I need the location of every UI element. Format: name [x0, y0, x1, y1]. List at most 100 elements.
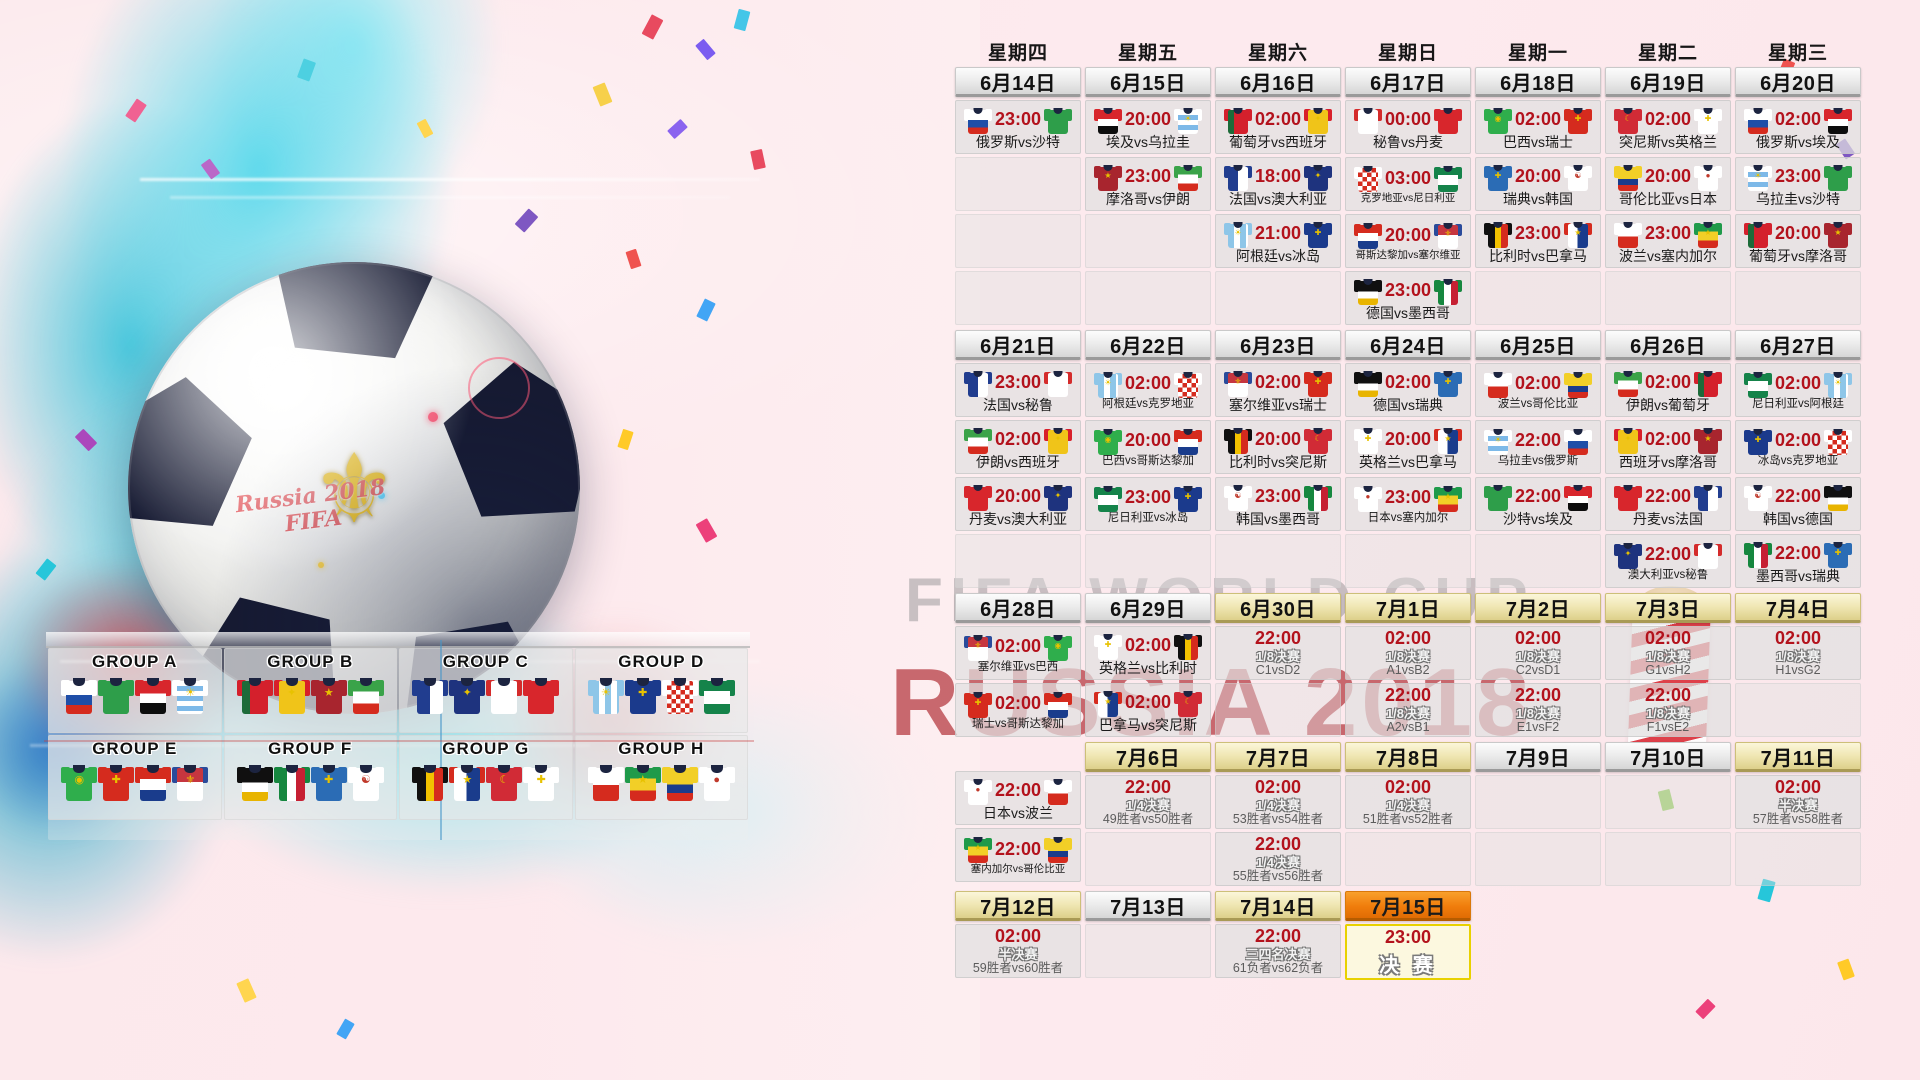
match-cell[interactable]: 02:00 伊朗vs葡萄牙: [1605, 363, 1731, 417]
date-header-6月17日[interactable]: 6月17日: [1345, 67, 1471, 97]
match-cell[interactable]: ✚ 20:00 ☯ 瑞典vs韩国: [1475, 157, 1601, 211]
match-cell[interactable]: 02:00 ☀ 尼日利亚vs阿根廷: [1735, 363, 1861, 417]
knockout-match-cell[interactable]: 22:00 1/8决赛 F1vsE2: [1605, 683, 1731, 737]
match-cell[interactable]: ✚ 02:00 英格兰vs比利时: [1085, 626, 1211, 680]
match-cell[interactable]: 02:00 ✦ 伊朗vs西班牙: [955, 420, 1081, 474]
match-cell[interactable]: 02:00 ✦ 葡萄牙vs西班牙: [1215, 100, 1341, 154]
knockout-match-cell[interactable]: 02:00 1/8决赛 H1vsG2: [1735, 626, 1861, 680]
date-header-7月4日[interactable]: 7月4日: [1735, 593, 1861, 623]
match-cell[interactable]: ☾ 02:00 ✚ 突尼斯vs英格兰: [1605, 100, 1731, 154]
date-header-7月10日[interactable]: 7月10日: [1605, 742, 1731, 772]
match-cell[interactable]: ★ 22:00 塞内加尔vs哥伦比亚: [955, 828, 1081, 882]
match-cell[interactable]: ✚ 20:00 ★ 英格兰vs巴拿马: [1345, 420, 1471, 474]
group-box-group-b[interactable]: GROUP B ✦ ★: [223, 648, 397, 733]
match-cell[interactable]: 22:00 沙特vs埃及: [1475, 477, 1601, 531]
match-cell[interactable]: ☯ 22:00 韩国vs德国: [1735, 477, 1861, 531]
date-header-6月16日[interactable]: 6月16日: [1215, 67, 1341, 97]
match-cell[interactable]: ✦ 22:00 澳大利亚vs秘鲁: [1605, 534, 1731, 588]
match-cell[interactable]: 23:00 ★ 比利时vs巴拿马: [1475, 214, 1601, 268]
match-cell[interactable]: 22:00 ✚ 墨西哥vs瑞典: [1735, 534, 1861, 588]
knockout-match-cell[interactable]: 02:00 1/8决赛 G1vsH2: [1605, 626, 1731, 680]
match-cell[interactable]: 03:00 克罗地亚vs尼日利亚: [1345, 157, 1471, 211]
match-cell[interactable]: 20:00 ☀ 埃及vs乌拉圭: [1085, 100, 1211, 154]
match-cell[interactable]: ☀ 22:00 乌拉圭vs俄罗斯: [1475, 420, 1601, 474]
match-cell[interactable]: 23:00 德国vs墨西哥: [1345, 271, 1471, 325]
date-header-6月24日[interactable]: 6月24日: [1345, 330, 1471, 360]
knockout-match-cell[interactable]: 22:00 三四名决赛 61负者vs62负者: [1215, 924, 1341, 978]
match-cell[interactable]: ◉ 02:00 ✚ 巴西vs瑞士: [1475, 100, 1601, 154]
knockout-match-cell[interactable]: 02:00 1/8决赛 A1vsB2: [1345, 626, 1471, 680]
knockout-match-cell[interactable]: 02:00 半决赛 57胜者vs58胜者: [1735, 775, 1861, 829]
match-cell[interactable]: 22:00 丹麦vs法国: [1605, 477, 1731, 531]
date-header-6月15日[interactable]: 6月15日: [1085, 67, 1211, 97]
date-header-6月21日[interactable]: 6月21日: [955, 330, 1081, 360]
group-box-group-e[interactable]: GROUP E ◉ ✚ ⚜: [48, 735, 222, 820]
match-cell[interactable]: ☀ 23:00 乌拉圭vs沙特: [1735, 157, 1861, 211]
date-header-7月14日[interactable]: 7月14日: [1215, 891, 1341, 921]
date-header-7月3日[interactable]: 7月3日: [1605, 593, 1731, 623]
match-cell[interactable]: ● 23:00 ★ 日本vs塞内加尔: [1345, 477, 1471, 531]
match-cell[interactable]: ⚜ 02:00 ◉ 塞尔维亚vs巴西: [955, 626, 1081, 680]
date-header-6月23日[interactable]: 6月23日: [1215, 330, 1341, 360]
date-header-6月19日[interactable]: 6月19日: [1605, 67, 1731, 97]
match-cell[interactable]: ☀ 21:00 ✚ 阿根廷vs冰岛: [1215, 214, 1341, 268]
match-cell[interactable]: ★ 23:00 摩洛哥vs伊朗: [1085, 157, 1211, 211]
date-header-7月15日[interactable]: 7月15日: [1345, 891, 1471, 921]
group-box-group-h[interactable]: GROUP H ★ ●: [574, 735, 748, 820]
match-cell[interactable]: ✦ 02:00 ★ 西班牙vs摩洛哥: [1605, 420, 1731, 474]
match-cell[interactable]: 20:00 ✦ 丹麦vs澳大利亚: [955, 477, 1081, 531]
match-cell[interactable]: 23:00 ✚ 尼日利亚vs冰岛: [1085, 477, 1211, 531]
match-cell[interactable]: ● 22:00 日本vs波兰: [955, 771, 1081, 825]
date-header-7月7日[interactable]: 7月7日: [1215, 742, 1341, 772]
date-header-6月28日[interactable]: 6月28日: [955, 593, 1081, 623]
knockout-match-cell[interactable]: 22:00 1/8决赛 E1vsF2: [1475, 683, 1601, 737]
match-cell[interactable]: 20:00 ☾ 比利时vs突尼斯: [1215, 420, 1341, 474]
match-cell[interactable]: 18:00 ✦ 法国vs澳大利亚: [1215, 157, 1341, 211]
group-box-group-a[interactable]: GROUP A ☀: [48, 648, 222, 733]
match-cell[interactable]: ✚ 02:00 冰岛vs克罗地亚: [1735, 420, 1861, 474]
match-cell[interactable]: 20:00 ⚜ 哥斯达黎加vs塞尔维亚: [1345, 214, 1471, 268]
group-box-group-g[interactable]: GROUP G ★ ☾ ✚: [399, 735, 573, 820]
match-cell[interactable]: 23:00 法国vs秘鲁: [955, 363, 1081, 417]
knockout-match-cell[interactable]: 02:00 1/4决赛 51胜者vs52胜者: [1345, 775, 1471, 829]
date-header-7月6日[interactable]: 7月6日: [1085, 742, 1211, 772]
final-match-cell[interactable]: 23:00 决 赛: [1345, 924, 1471, 980]
date-header-6月29日[interactable]: 6月29日: [1085, 593, 1211, 623]
date-header-6月25日[interactable]: 6月25日: [1475, 330, 1601, 360]
date-header-6月22日[interactable]: 6月22日: [1085, 330, 1211, 360]
date-header-6月20日[interactable]: 6月20日: [1735, 67, 1861, 97]
group-box-group-d[interactable]: GROUP D ☀ ✚: [574, 648, 748, 733]
date-header-7月13日[interactable]: 7月13日: [1085, 891, 1211, 921]
match-cell[interactable]: 02:00 ✚ 德国vs瑞典: [1345, 363, 1471, 417]
date-header-6月18日[interactable]: 6月18日: [1475, 67, 1601, 97]
match-cell[interactable]: ⚜ 02:00 ✚ 塞尔维亚vs瑞士: [1215, 363, 1341, 417]
knockout-match-cell[interactable]: 22:00 1/4决赛 55胜者vs56胜者: [1215, 832, 1341, 886]
match-cell[interactable]: 23:00 俄罗斯vs沙特: [955, 100, 1081, 154]
match-cell[interactable]: ☀ 02:00 阿根廷vs克罗地亚: [1085, 363, 1211, 417]
match-cell[interactable]: 20:00 ● 哥伦比亚vs日本: [1605, 157, 1731, 211]
knockout-match-cell[interactable]: 22:00 1/8决赛 C1vsD2: [1215, 626, 1341, 680]
group-box-group-f[interactable]: GROUP F ✚ ☯: [223, 735, 397, 820]
date-header-6月27日[interactable]: 6月27日: [1735, 330, 1861, 360]
match-cell[interactable]: 02:00 俄罗斯vs埃及: [1735, 100, 1861, 154]
date-header-6月26日[interactable]: 6月26日: [1605, 330, 1731, 360]
knockout-match-cell[interactable]: 22:00 1/4决赛 49胜者vs50胜者: [1085, 775, 1211, 829]
match-cell[interactable]: 02:00 波兰vs哥伦比亚: [1475, 363, 1601, 417]
match-cell[interactable]: ☯ 23:00 韩国vs墨西哥: [1215, 477, 1341, 531]
knockout-match-cell[interactable]: 02:00 半决赛 59胜者vs60胜者: [955, 924, 1081, 978]
group-box-group-c[interactable]: GROUP C ✦: [399, 648, 573, 733]
match-cell[interactable]: 23:00 ★ 波兰vs塞内加尔: [1605, 214, 1731, 268]
match-cell[interactable]: 00:00 秘鲁vs丹麦: [1345, 100, 1471, 154]
date-header-6月14日[interactable]: 6月14日: [955, 67, 1081, 97]
date-header-6月30日[interactable]: 6月30日: [1215, 593, 1341, 623]
date-header-7月8日[interactable]: 7月8日: [1345, 742, 1471, 772]
date-header-7月2日[interactable]: 7月2日: [1475, 593, 1601, 623]
knockout-match-cell[interactable]: 22:00 1/8决赛 A2vsB1: [1345, 683, 1471, 737]
date-header-7月1日[interactable]: 7月1日: [1345, 593, 1471, 623]
match-cell[interactable]: 20:00 ★ 葡萄牙vs摩洛哥: [1735, 214, 1861, 268]
date-header-7月12日[interactable]: 7月12日: [955, 891, 1081, 921]
date-header-7月11日[interactable]: 7月11日: [1735, 742, 1861, 772]
knockout-match-cell[interactable]: 02:00 1/8决赛 C2vsD1: [1475, 626, 1601, 680]
match-cell[interactable]: ◉ 20:00 巴西vs哥斯达黎加: [1085, 420, 1211, 474]
match-cell[interactable]: ✚ 02:00 瑞士vs哥斯达黎加: [955, 683, 1081, 737]
